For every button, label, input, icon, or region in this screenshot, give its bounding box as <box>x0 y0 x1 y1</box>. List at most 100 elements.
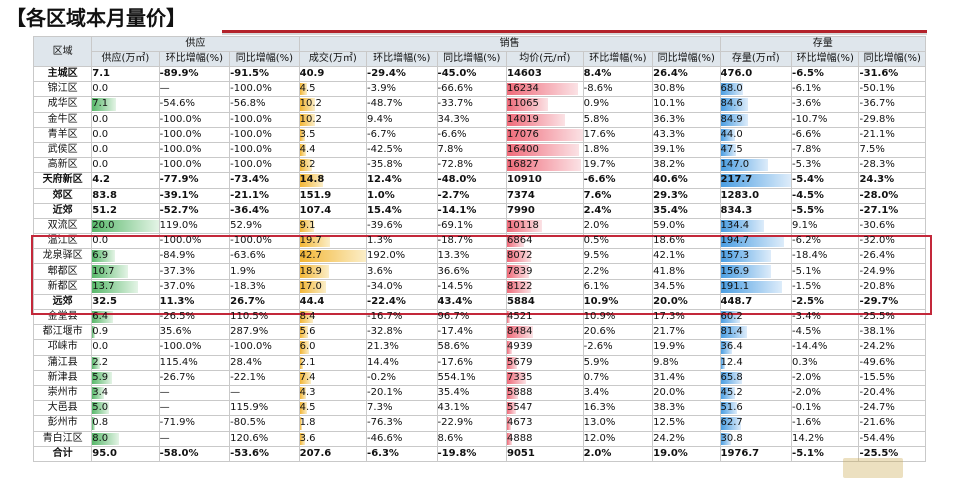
cell-value: 4521 <box>507 311 533 323</box>
col-header: 存量(万㎡) <box>719 51 793 67</box>
cell-value: -6.7% <box>367 128 397 140</box>
cell-value: 13.0% <box>583 417 616 429</box>
cell-value: 7.6% <box>583 189 612 201</box>
table-cell: -100.0% <box>229 141 300 159</box>
cell-value: 9.1% <box>792 219 818 231</box>
table-cell: 4521 <box>506 308 584 326</box>
table-cell: 13.7 <box>91 278 160 295</box>
table-row: 温江区 0.0 -100.0% -100.0% 19.7 1.3% -18.7% 6864 0.… <box>32 233 926 250</box>
cell-value: -100.0% <box>159 113 202 125</box>
data-bar <box>721 356 725 369</box>
table-cell: -48.7% <box>366 96 438 113</box>
table-cell: 45.2 <box>719 384 793 402</box>
row-region-name: 金牛区 <box>32 111 93 128</box>
table-cell: -5.4% <box>791 172 860 189</box>
cell-value: 18.6% <box>653 235 685 247</box>
table-cell: 2.1 <box>298 354 368 371</box>
cell-value: 0.3% <box>792 356 818 368</box>
data-bar <box>507 432 513 445</box>
table-row: 主城区 7.1 -89.9% -91.5% 40.9 -29.4% -45.0% 14603 8… <box>32 65 926 83</box>
cell-value: 15.4% <box>367 204 402 216</box>
table-row: 青白江区 8.0 — 120.6% 3.6 -46.6% 8.6% 4888 12.0% 24.2… <box>32 430 926 447</box>
cell-value: 51.6 <box>720 402 743 414</box>
cell-value: 10118 <box>507 219 539 231</box>
table-cell: -84.9% <box>158 248 231 265</box>
table-cell: 7.1 <box>91 96 160 113</box>
table-cell: — <box>158 430 231 447</box>
cell-value: -52.7% <box>159 204 199 216</box>
cell-value: 47.5 <box>720 144 743 156</box>
table-cell: -6.5% <box>791 65 860 83</box>
cell-value: 96.7% <box>437 311 470 323</box>
cell-value: -100.0% <box>230 341 272 353</box>
table-cell: 2.4% <box>582 202 654 219</box>
data-bar <box>300 417 303 430</box>
table-row: 都江堰市 0.9 35.6% 287.9% 5.6 -32.8% -17.4% 8484 20.… <box>32 324 926 341</box>
table-cell: -100.0% <box>229 157 300 174</box>
table-cell: -58.0% <box>158 445 231 462</box>
data-bar <box>92 98 116 111</box>
table-cell: 3.5 <box>298 126 368 143</box>
table-cell: 19.0% <box>652 445 721 462</box>
header-region: 区域 <box>32 36 93 67</box>
table-cell: -35.8% <box>366 157 438 174</box>
table-cell: 115.4% <box>158 354 231 371</box>
data-bar <box>721 265 772 278</box>
table-cell: 15.4% <box>366 202 438 219</box>
cell-value: 83.8 <box>92 189 117 201</box>
table-cell: 8.2 <box>298 157 368 174</box>
data-bar <box>300 402 307 415</box>
cell-value: -22.4% <box>367 295 406 307</box>
table-cell: -4.5% <box>791 187 860 204</box>
table-cell: -16.7% <box>366 308 438 326</box>
table-cell: 0.3% <box>791 354 860 371</box>
cell-value: -14.4% <box>792 341 828 353</box>
cell-value: 8.0 <box>92 432 109 444</box>
header-column-row: 供应(万㎡) 环比增幅(%) 同比增幅(%) 成交(万㎡) 环比增幅(%) 同比… <box>34 51 926 67</box>
cell-value: 4.2 <box>92 174 110 186</box>
table-cell: -29.4% <box>366 65 438 83</box>
cell-value: 115.4% <box>159 356 198 368</box>
table-cell: 18.6% <box>652 233 721 250</box>
cell-value: 19.9% <box>653 341 685 353</box>
table-cell: -25.5% <box>858 445 926 462</box>
table-cell: 59.0% <box>652 217 721 235</box>
data-bar <box>507 219 543 233</box>
table-cell: 12.5% <box>652 415 721 432</box>
table-cell: -6.1% <box>791 81 860 98</box>
data-bar <box>300 356 303 369</box>
cell-value: 8.4 <box>299 311 316 323</box>
table-cell: 134.4 <box>719 217 793 235</box>
table-cell: -33.7% <box>436 96 508 113</box>
cell-value: 5.9% <box>583 356 610 368</box>
table-cell: 6.9 <box>91 248 160 265</box>
col-header: 环比增幅(%) <box>791 51 860 67</box>
cell-value: 36.6% <box>437 265 470 277</box>
table-cell: -49.6% <box>858 354 926 371</box>
table-cell: -100.0% <box>229 81 300 98</box>
cell-value: — <box>230 387 241 399</box>
table-cell: 9.1% <box>791 217 860 235</box>
table-cell: 43.3% <box>652 126 721 143</box>
cell-value: 34.5% <box>653 280 685 292</box>
col-header: 同比增幅(%) <box>436 51 508 67</box>
table-cell: 834.3 <box>719 202 793 219</box>
table-row: 锦江区 0.0 — -100.0% 4.5 -3.9% -66.6% 16234 -8.6% 30… <box>32 81 926 98</box>
cell-value: 1.0% <box>367 189 395 201</box>
table-cell: 1.9% <box>229 263 300 280</box>
cell-value: — <box>159 387 170 399</box>
table-cell: 30.8 <box>719 430 793 447</box>
table-cell: -39.6% <box>366 217 438 235</box>
table-row: 新津县 5.9 -26.7% -22.1% 7.4 -0.2% 554.1% 7335 0.7%… <box>32 369 926 386</box>
row-region-name: 蒲江县 <box>32 354 93 371</box>
cell-value: 192.0% <box>367 250 406 262</box>
table-cell: -76.3% <box>366 415 438 432</box>
table-cell: -26.7% <box>158 369 231 386</box>
table-cell: -3.4% <box>791 308 860 326</box>
table-cell: 19.9% <box>652 339 721 356</box>
cell-value: 20.0% <box>653 295 688 307</box>
table-cell: 5547 <box>506 400 584 417</box>
data-bar <box>92 219 159 233</box>
cell-value: 35.6% <box>159 326 192 338</box>
table-cell: 8072 <box>506 248 584 265</box>
